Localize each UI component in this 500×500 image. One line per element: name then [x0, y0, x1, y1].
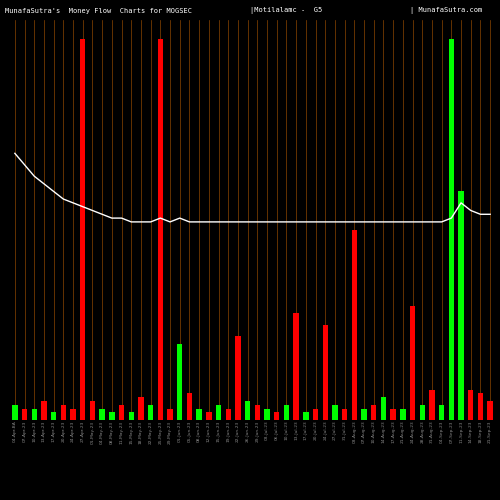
Bar — [42, 401, 46, 420]
Text: |Motilalamc -  G5: |Motilalamc - G5 — [250, 8, 322, 14]
Bar — [226, 408, 231, 420]
Bar — [100, 408, 105, 420]
Bar — [430, 390, 434, 420]
Bar — [488, 401, 493, 420]
Bar — [12, 405, 18, 420]
Bar — [80, 39, 86, 420]
Bar — [90, 401, 95, 420]
Bar — [478, 394, 483, 420]
Bar — [245, 401, 250, 420]
Bar — [448, 39, 454, 420]
Bar — [439, 405, 444, 420]
Bar — [70, 408, 76, 420]
Bar — [138, 397, 143, 420]
Bar — [187, 394, 192, 420]
Bar — [352, 230, 357, 420]
Bar — [458, 192, 464, 420]
Bar — [342, 408, 347, 420]
Bar — [313, 408, 318, 420]
Text: MunafaSutra's  Money Flow  Charts for MOGSEC: MunafaSutra's Money Flow Charts for MOGS… — [5, 8, 192, 14]
Bar — [51, 412, 57, 420]
Bar — [158, 39, 163, 420]
Text: | MunafaSutra.com: | MunafaSutra.com — [410, 8, 482, 14]
Bar — [400, 408, 406, 420]
Bar — [390, 408, 396, 420]
Bar — [60, 405, 66, 420]
Bar — [381, 397, 386, 420]
Bar — [362, 408, 366, 420]
Bar — [196, 408, 202, 420]
Bar — [236, 336, 240, 420]
Bar — [294, 314, 299, 420]
Bar — [109, 412, 114, 420]
Bar — [148, 405, 154, 420]
Bar — [264, 408, 270, 420]
Bar — [168, 408, 172, 420]
Bar — [410, 306, 415, 420]
Bar — [274, 412, 280, 420]
Bar — [420, 405, 425, 420]
Bar — [119, 405, 124, 420]
Bar — [468, 390, 473, 420]
Bar — [371, 405, 376, 420]
Bar — [284, 405, 289, 420]
Bar — [128, 412, 134, 420]
Bar — [32, 408, 37, 420]
Bar — [216, 405, 221, 420]
Bar — [22, 408, 27, 420]
Bar — [332, 405, 338, 420]
Bar — [206, 412, 212, 420]
Bar — [322, 325, 328, 420]
Bar — [303, 412, 308, 420]
Bar — [254, 405, 260, 420]
Bar — [177, 344, 182, 420]
